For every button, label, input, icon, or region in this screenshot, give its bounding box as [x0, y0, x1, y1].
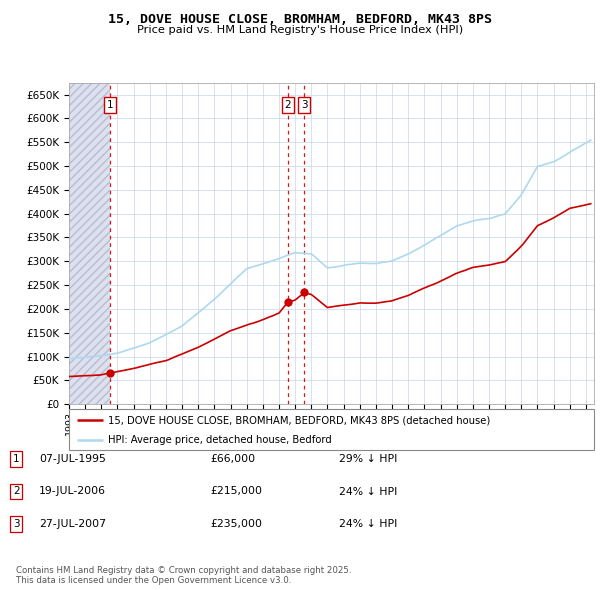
Text: 24% ↓ HPI: 24% ↓ HPI — [339, 487, 397, 496]
Text: £66,000: £66,000 — [210, 454, 255, 464]
Text: 3: 3 — [301, 100, 308, 110]
Text: Contains HM Land Registry data © Crown copyright and database right 2025.
This d: Contains HM Land Registry data © Crown c… — [16, 566, 352, 585]
Text: 15, DOVE HOUSE CLOSE, BROMHAM, BEDFORD, MK43 8PS: 15, DOVE HOUSE CLOSE, BROMHAM, BEDFORD, … — [108, 13, 492, 26]
Text: 07-JUL-1995: 07-JUL-1995 — [39, 454, 106, 464]
Text: 2: 2 — [13, 487, 20, 496]
Text: 27-JUL-2007: 27-JUL-2007 — [39, 519, 106, 529]
Text: £215,000: £215,000 — [210, 487, 262, 496]
Text: 29% ↓ HPI: 29% ↓ HPI — [339, 454, 397, 464]
Text: 1: 1 — [106, 100, 113, 110]
Text: 2: 2 — [284, 100, 291, 110]
Text: 19-JUL-2006: 19-JUL-2006 — [39, 487, 106, 496]
Text: 1: 1 — [13, 454, 20, 464]
Text: Price paid vs. HM Land Registry's House Price Index (HPI): Price paid vs. HM Land Registry's House … — [137, 25, 463, 35]
Polygon shape — [69, 83, 110, 404]
Text: HPI: Average price, detached house, Bedford: HPI: Average price, detached house, Bedf… — [109, 435, 332, 444]
Text: 15, DOVE HOUSE CLOSE, BROMHAM, BEDFORD, MK43 8PS (detached house): 15, DOVE HOUSE CLOSE, BROMHAM, BEDFORD, … — [109, 415, 491, 425]
Text: £235,000: £235,000 — [210, 519, 262, 529]
FancyBboxPatch shape — [69, 409, 594, 450]
Text: 24% ↓ HPI: 24% ↓ HPI — [339, 519, 397, 529]
Text: 3: 3 — [13, 519, 20, 529]
